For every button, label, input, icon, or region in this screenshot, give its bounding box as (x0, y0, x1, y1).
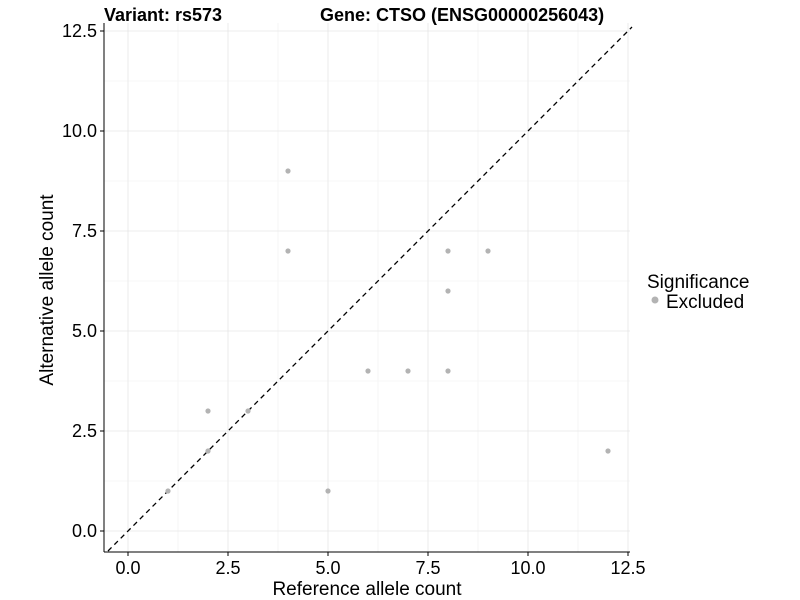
data-point-0-2 (205, 408, 211, 414)
points-layer (165, 168, 611, 494)
data-point-0-9 (445, 368, 451, 374)
y-tick-label-2: 5.0 (72, 321, 97, 341)
grid (104, 23, 630, 552)
y-axis-label: Alternative allele count (37, 194, 58, 386)
x-axis-label: Reference allele count (272, 579, 462, 600)
legend-key-excluded (651, 296, 659, 304)
data-point-0-6 (325, 488, 331, 494)
legend-label-excluded: Excluded (666, 292, 744, 313)
legend-title: Significance (647, 272, 749, 293)
data-point-0-10 (445, 248, 451, 254)
x-tick-label-2: 5.0 (315, 558, 340, 578)
x-tick-label-3: 7.5 (415, 558, 440, 578)
y-tick-label-4: 10.0 (62, 121, 97, 141)
data-point-0-12 (485, 248, 491, 254)
y-tick-label-0: 0.0 (72, 521, 97, 541)
y-tick-label-1: 2.5 (72, 421, 97, 441)
legend: Significance Excluded (647, 272, 749, 313)
data-point-0-3 (245, 408, 251, 414)
x-tick-label-0: 0.0 (115, 558, 140, 578)
reference-line (107, 26, 633, 552)
y-tick-label-3: 7.5 (72, 221, 97, 241)
x-tick-label-1: 2.5 (215, 558, 240, 578)
data-point-0-0 (165, 488, 171, 494)
x-tick-label-5: 12.5 (610, 558, 645, 578)
data-point-0-4 (285, 168, 291, 174)
data-point-0-11 (445, 288, 451, 294)
title-variant: Variant: rs573 (104, 5, 222, 25)
x-axis-ticks: 0.0 2.5 5.0 7.5 10.0 12.5 (115, 552, 646, 578)
data-point-0-8 (405, 368, 411, 374)
data-point-0-7 (365, 368, 371, 374)
data-point-0-13 (605, 448, 611, 454)
data-point-0-5 (285, 248, 291, 254)
title-gene: Gene: CTSO (ENSG00000256043) (320, 5, 604, 25)
data-point-0-1 (205, 448, 211, 454)
x-tick-label-4: 10.0 (510, 558, 545, 578)
y-tick-label-5: 12.5 (62, 21, 97, 41)
y-axis-ticks: 0.0 2.5 5.0 7.5 10.0 12.5 (62, 21, 104, 541)
